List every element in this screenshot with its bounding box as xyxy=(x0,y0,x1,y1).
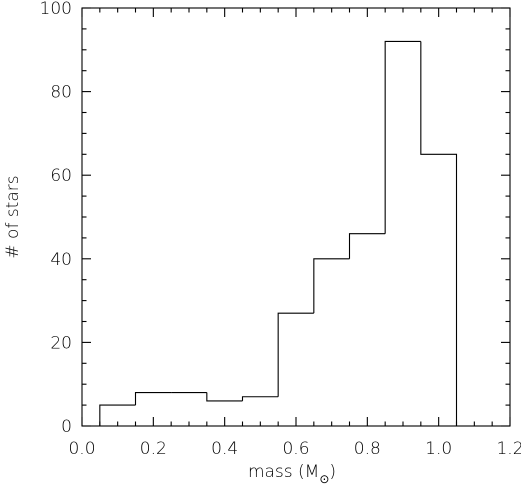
y-tick-label: 80 xyxy=(50,83,72,103)
histogram-bar xyxy=(313,258,350,314)
y-axis-label: # of stars xyxy=(3,175,23,258)
plot-frame xyxy=(81,7,511,427)
histogram-bars xyxy=(99,40,458,426)
histogram-bar xyxy=(99,404,136,426)
histogram-bar xyxy=(348,233,386,259)
y-tick-label: 100 xyxy=(40,0,72,19)
histogram-bar xyxy=(277,312,314,397)
x-tick-label: 0.2 xyxy=(140,439,167,459)
x-tick-label: 1.2 xyxy=(496,439,521,459)
x-tick-label: 0.4 xyxy=(211,439,238,459)
histogram-bar xyxy=(241,396,279,401)
y-tick-label: 20 xyxy=(50,333,72,353)
x-tick-label: 0.0 xyxy=(68,439,95,459)
histogram-bar xyxy=(134,392,172,406)
y-tick-label: 40 xyxy=(50,250,72,270)
x-tick-label: 1.0 xyxy=(425,439,452,459)
histogram-bar xyxy=(384,40,421,234)
y-tick-label: 0 xyxy=(61,417,72,437)
x-axis-label: mass (M⊙) xyxy=(248,462,336,486)
y-tick-label: 60 xyxy=(50,166,72,186)
plot-border xyxy=(81,7,511,427)
tick-labels: 0.0 0.2 0.4 0.6 0.8 1.0 1.2 0 20 40 60 80 100 xyxy=(40,0,521,459)
x-tick-label: 0.6 xyxy=(282,439,309,459)
histogram-bar xyxy=(206,392,243,402)
histogram-bar xyxy=(420,41,458,426)
axis-ticks xyxy=(81,7,511,427)
x-tick-label: 0.8 xyxy=(354,439,381,459)
